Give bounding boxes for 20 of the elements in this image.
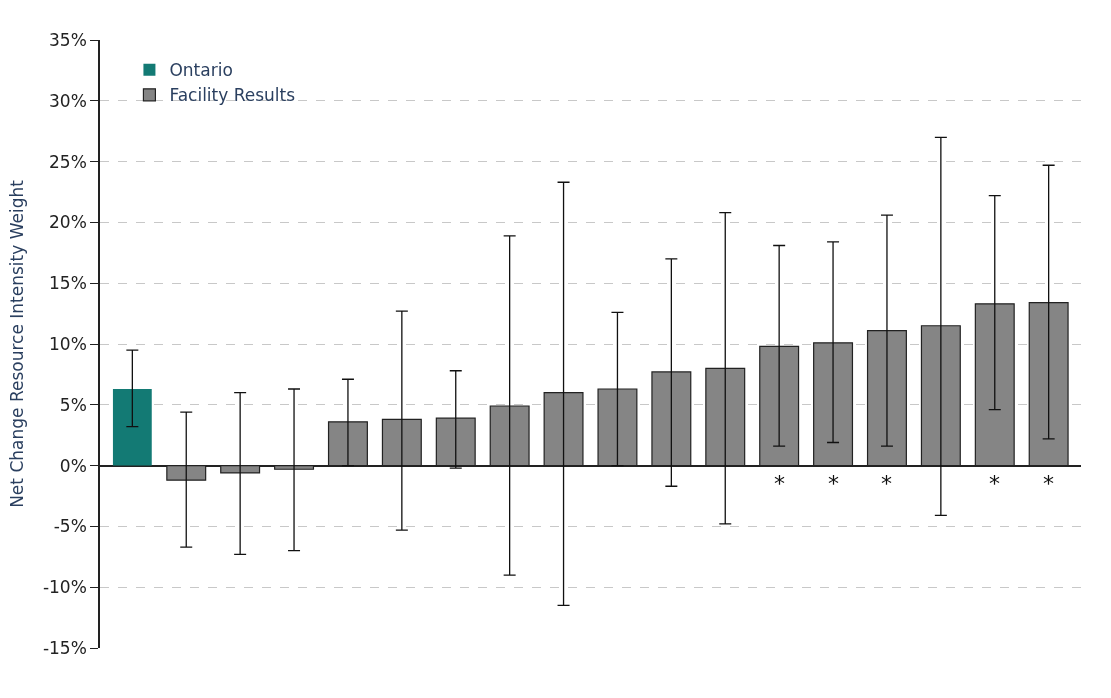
y-tick-label: 30% [49,90,87,111]
data-label: * [989,471,1000,496]
bar [112,388,152,466]
y-tick-label: 20% [49,212,87,233]
y-tick-label: 25% [49,151,87,172]
y-axis-title: Net Change Resource Intensity Weight [6,179,27,508]
y-tick-label: -10% [42,577,87,598]
legend-label: Ontario [169,60,233,81]
y-tick-label: 15% [49,273,87,294]
y-tick-label: 5% [59,394,87,415]
data-label: * [828,471,839,496]
data-label: * [881,471,892,496]
y-tick-label: -15% [42,637,87,658]
data-label: * [1043,471,1054,496]
y-tick-label: 10% [49,333,87,354]
y-tick-label: 0% [59,455,87,476]
data-label: * [774,471,785,496]
y-tick-label: 35% [49,29,87,50]
legend-label: Facility Results [169,85,296,106]
y-tick-label: -5% [53,516,87,537]
